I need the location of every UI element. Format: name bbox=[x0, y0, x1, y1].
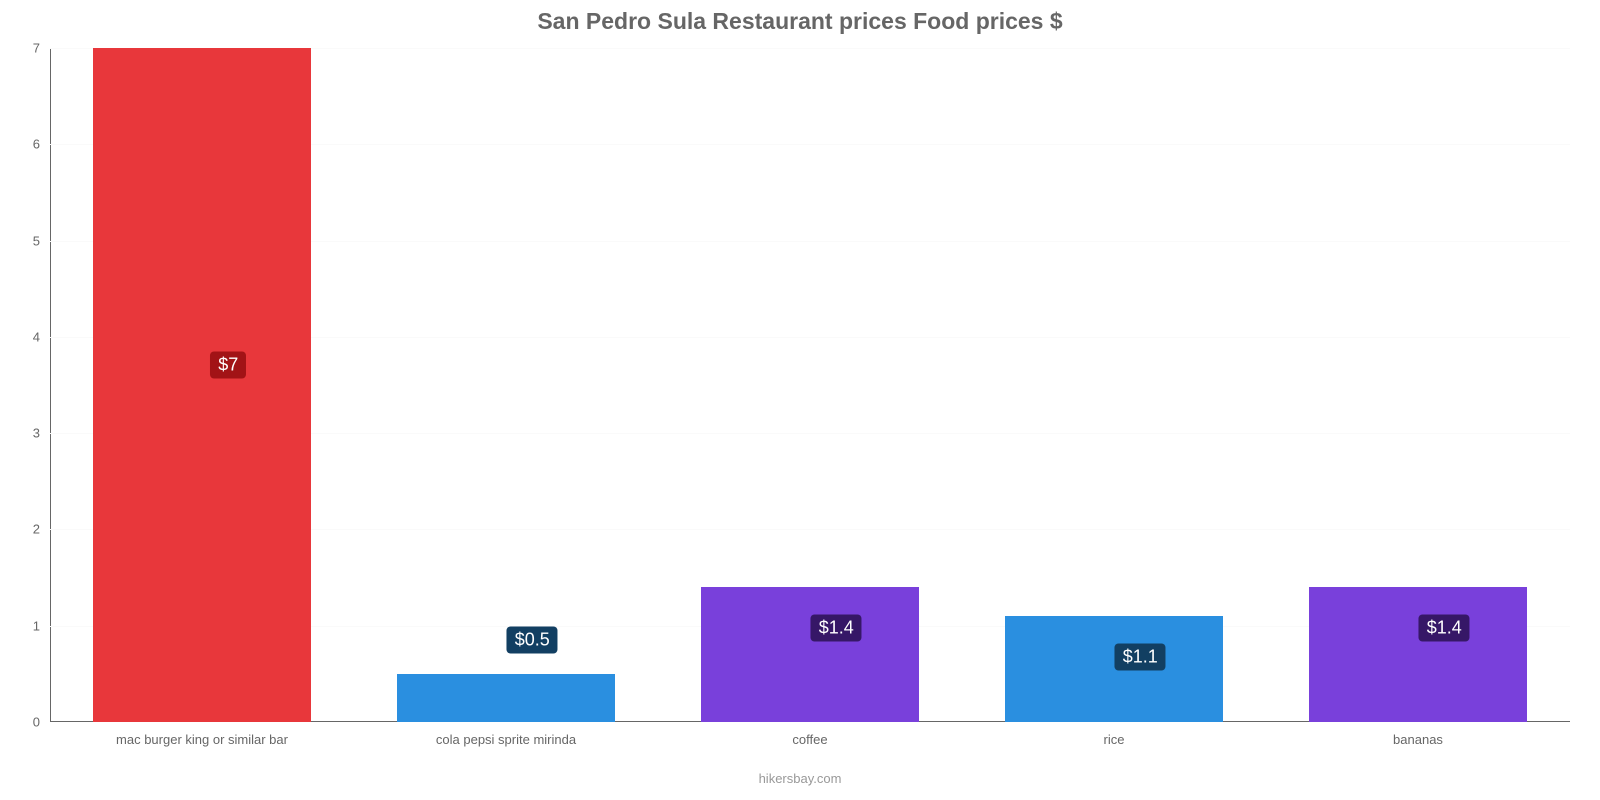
y-tick-label: 3 bbox=[33, 426, 50, 441]
bar bbox=[701, 587, 920, 722]
y-tick-label: 0 bbox=[33, 715, 50, 730]
value-badge: $0.5 bbox=[507, 627, 558, 654]
x-axis-label: coffee bbox=[792, 732, 827, 747]
plot-area: 01234567 $7$0.5$1.4$1.1$1.4 bbox=[50, 48, 1570, 722]
value-badge: $1.1 bbox=[1115, 643, 1166, 670]
price-bar-chart: San Pedro Sula Restaurant prices Food pr… bbox=[0, 0, 1600, 800]
x-axis-label: rice bbox=[1104, 732, 1125, 747]
bar bbox=[1005, 616, 1224, 722]
value-badge: $1.4 bbox=[811, 614, 862, 641]
chart-credit: hikersbay.com bbox=[0, 771, 1600, 786]
x-axis-label: bananas bbox=[1393, 732, 1443, 747]
bar bbox=[93, 48, 312, 722]
value-badge: $7 bbox=[210, 351, 246, 378]
y-tick-label: 2 bbox=[33, 522, 50, 537]
bar bbox=[397, 674, 616, 722]
y-tick-label: 1 bbox=[33, 618, 50, 633]
y-tick-label: 5 bbox=[33, 233, 50, 248]
chart-title: San Pedro Sula Restaurant prices Food pr… bbox=[0, 8, 1600, 35]
x-axis-labels: mac burger king or similar bar cola pepsi… bbox=[50, 732, 1570, 762]
value-badge: $1.4 bbox=[1419, 614, 1470, 641]
bar bbox=[1309, 587, 1528, 722]
bars-container: $7 $0.5 $1.4 $1.1 $1.4 bbox=[50, 48, 1570, 722]
y-tick-label: 7 bbox=[33, 41, 50, 56]
y-tick-label: 6 bbox=[33, 137, 50, 152]
x-axis-label: mac burger king or similar bar bbox=[116, 732, 288, 747]
y-tick-label: 4 bbox=[33, 329, 50, 344]
x-axis-label: cola pepsi sprite mirinda bbox=[436, 732, 576, 747]
